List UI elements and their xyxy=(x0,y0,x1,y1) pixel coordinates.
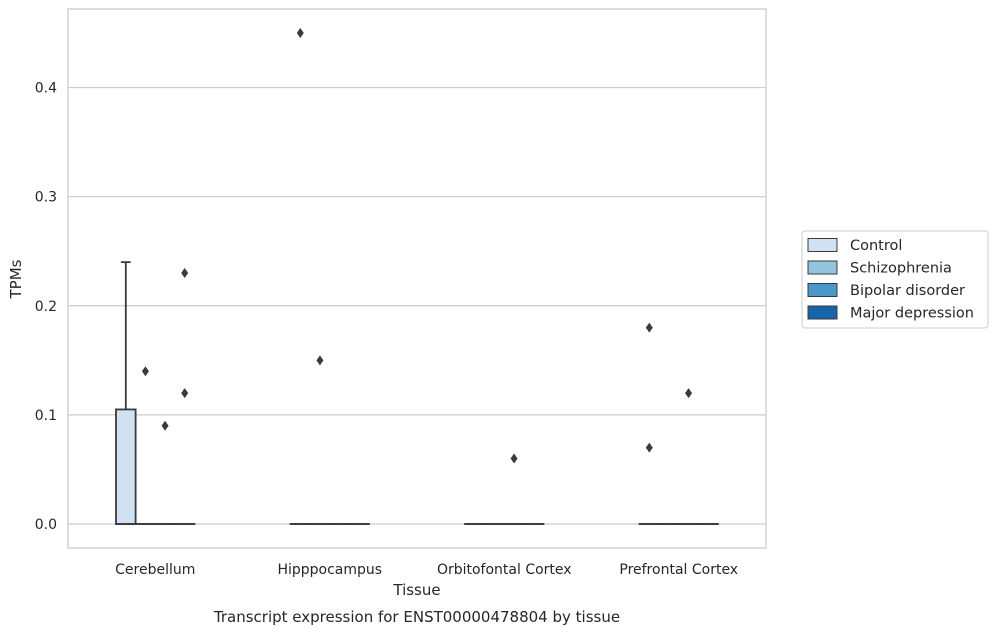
plot-frame xyxy=(67,8,767,549)
x-axis-title: Tissue xyxy=(392,581,440,599)
outlier-point xyxy=(685,388,693,399)
outlier-point xyxy=(510,453,518,464)
outlier-point xyxy=(296,28,304,39)
legend-items: Control Schizophrenia Bipolar disorder Majo… xyxy=(807,238,974,322)
y-ticks: 0.0 0.1 0.2 0.3 0.4 xyxy=(35,81,57,533)
outlier-point xyxy=(645,322,653,333)
x-tick-label: Cerebellum xyxy=(115,562,195,578)
x-tick-label: Orbitofontal Cortex xyxy=(437,562,572,578)
outlier-point xyxy=(181,268,189,279)
legend-label: Control xyxy=(850,238,902,254)
legend-frame xyxy=(801,230,989,329)
y-tick-label: 0.3 xyxy=(35,190,57,206)
legend: Control Schizophrenia Bipolar disorder Majo… xyxy=(801,230,989,329)
y-tick-label: 0.0 xyxy=(35,517,57,533)
outlier-point xyxy=(181,388,189,399)
legend-swatch xyxy=(807,283,838,297)
x-tick-label: Hipppocampus xyxy=(277,562,382,578)
x-ticks: Cerebellum Hipppocampus Orbitofontal Corte… xyxy=(115,562,738,578)
outlier-point xyxy=(645,442,653,453)
box xyxy=(115,408,137,525)
legend-swatch xyxy=(807,305,838,320)
y-tick-label: 0.4 xyxy=(35,81,57,97)
boxes xyxy=(115,261,719,525)
legend-swatch xyxy=(807,238,838,252)
y-tick-label: 0.1 xyxy=(35,408,57,424)
grid-lines xyxy=(68,86,766,525)
legend-label: Bipolar disorder xyxy=(850,283,965,299)
chart-title: Transcript expression for ENST0000047880… xyxy=(213,608,620,626)
legend-swatch xyxy=(807,260,838,275)
outlier-point xyxy=(316,355,324,366)
y-tick-label: 0.2 xyxy=(35,299,57,315)
outliers xyxy=(141,28,693,464)
legend-label: Schizophrenia xyxy=(850,261,952,277)
y-axis-title: TPMs xyxy=(7,259,25,299)
x-tick-label: Prefrontal Cortex xyxy=(619,562,738,578)
outlier-point xyxy=(161,420,169,431)
outlier-point xyxy=(141,366,149,377)
legend-label: Major depression xyxy=(850,306,974,322)
